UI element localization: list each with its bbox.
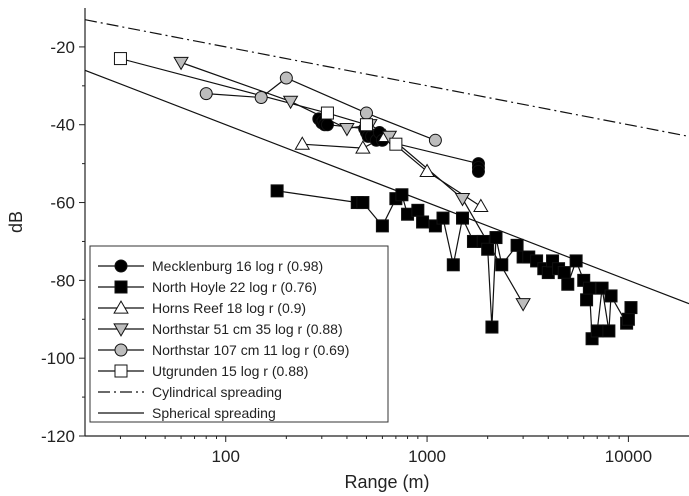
data-point: [489, 231, 503, 245]
data-point: [428, 133, 442, 147]
data-point: [582, 281, 596, 295]
data-point: [411, 203, 425, 217]
data-point: [173, 56, 189, 71]
data-point: [270, 184, 284, 198]
y-tick-label: -100: [41, 349, 75, 368]
data-point: [569, 254, 583, 268]
legend-label: Utgrunden 15 log r (0.88): [152, 363, 308, 379]
y-tick-label: -20: [50, 38, 75, 57]
legend-box: [89, 245, 389, 423]
data-point: [320, 118, 334, 132]
data-point: [454, 193, 471, 207]
data-point: [359, 118, 373, 132]
data-point: [114, 364, 128, 378]
data-point: [389, 137, 403, 151]
data-point: [113, 52, 127, 66]
data-point: [485, 320, 499, 334]
data-point: [113, 300, 129, 314]
data-point: [375, 219, 389, 233]
data-point: [580, 293, 594, 307]
data-point: [395, 188, 409, 202]
legend-label: Mecklenburg 16 log r (0.98): [152, 258, 323, 274]
data-point: [279, 71, 293, 85]
data-point: [381, 130, 398, 145]
data-point: [114, 280, 128, 294]
x-tick-label: 100: [212, 447, 240, 466]
series-line: [85, 19, 689, 137]
data-point: [199, 87, 213, 101]
data-point: [355, 140, 371, 154]
x-tick-label: 1000: [408, 447, 446, 466]
plot-markers: [113, 52, 638, 346]
legend-label: Northstar 51 cm 35 log r (0.88): [152, 321, 343, 337]
data-point: [359, 106, 373, 120]
legend-label: Horns Reef 18 log r (0.9): [152, 300, 306, 316]
data-point: [602, 324, 616, 338]
series-line: [85, 69, 689, 305]
legend-label: Spherical spreading: [152, 405, 276, 421]
data-point: [481, 242, 495, 256]
y-tick-label: -80: [50, 271, 75, 290]
legend: Mecklenburg 16 log r (0.98) North Hoyle 2…: [89, 245, 389, 423]
data-point: [557, 266, 571, 280]
data-point: [356, 196, 370, 210]
y-tick-label: -60: [50, 194, 75, 213]
legend-label: Northstar 107 cm 11 log r (0.69): [152, 342, 349, 358]
data-point: [621, 312, 635, 326]
y-axis-title: dB: [6, 211, 26, 233]
data-point: [515, 298, 531, 312]
data-point: [446, 258, 460, 272]
data-point: [419, 163, 435, 178]
data-point: [113, 323, 129, 337]
legend-label: Cylindrical spreading: [152, 384, 282, 400]
data-point: [561, 277, 575, 291]
data-point: [320, 106, 334, 120]
data-point: [436, 211, 450, 225]
data-point: [456, 211, 470, 225]
axes: -120 -100 -80 -60 -40 -20 100 1000 10000: [41, 8, 689, 466]
data-point: [590, 324, 604, 338]
x-axis-title: Range (m): [344, 472, 429, 492]
data-point: [114, 259, 128, 273]
data-point: [339, 123, 355, 137]
data-point: [254, 90, 268, 104]
y-tick-label: -120: [41, 427, 75, 446]
data-point: [471, 164, 485, 178]
data-point: [473, 198, 489, 213]
y-tick-label: -40: [50, 116, 75, 135]
legend-label: North Hoyle 22 log r (0.76): [152, 279, 317, 295]
x-tick-label: 10000: [605, 447, 652, 466]
data-point: [294, 136, 311, 150]
data-point: [416, 215, 430, 229]
data-point: [624, 301, 638, 315]
data-point: [604, 289, 618, 303]
data-point: [114, 343, 128, 357]
data-point: [282, 95, 299, 110]
data-point: [495, 258, 509, 272]
data-point: [510, 238, 524, 252]
